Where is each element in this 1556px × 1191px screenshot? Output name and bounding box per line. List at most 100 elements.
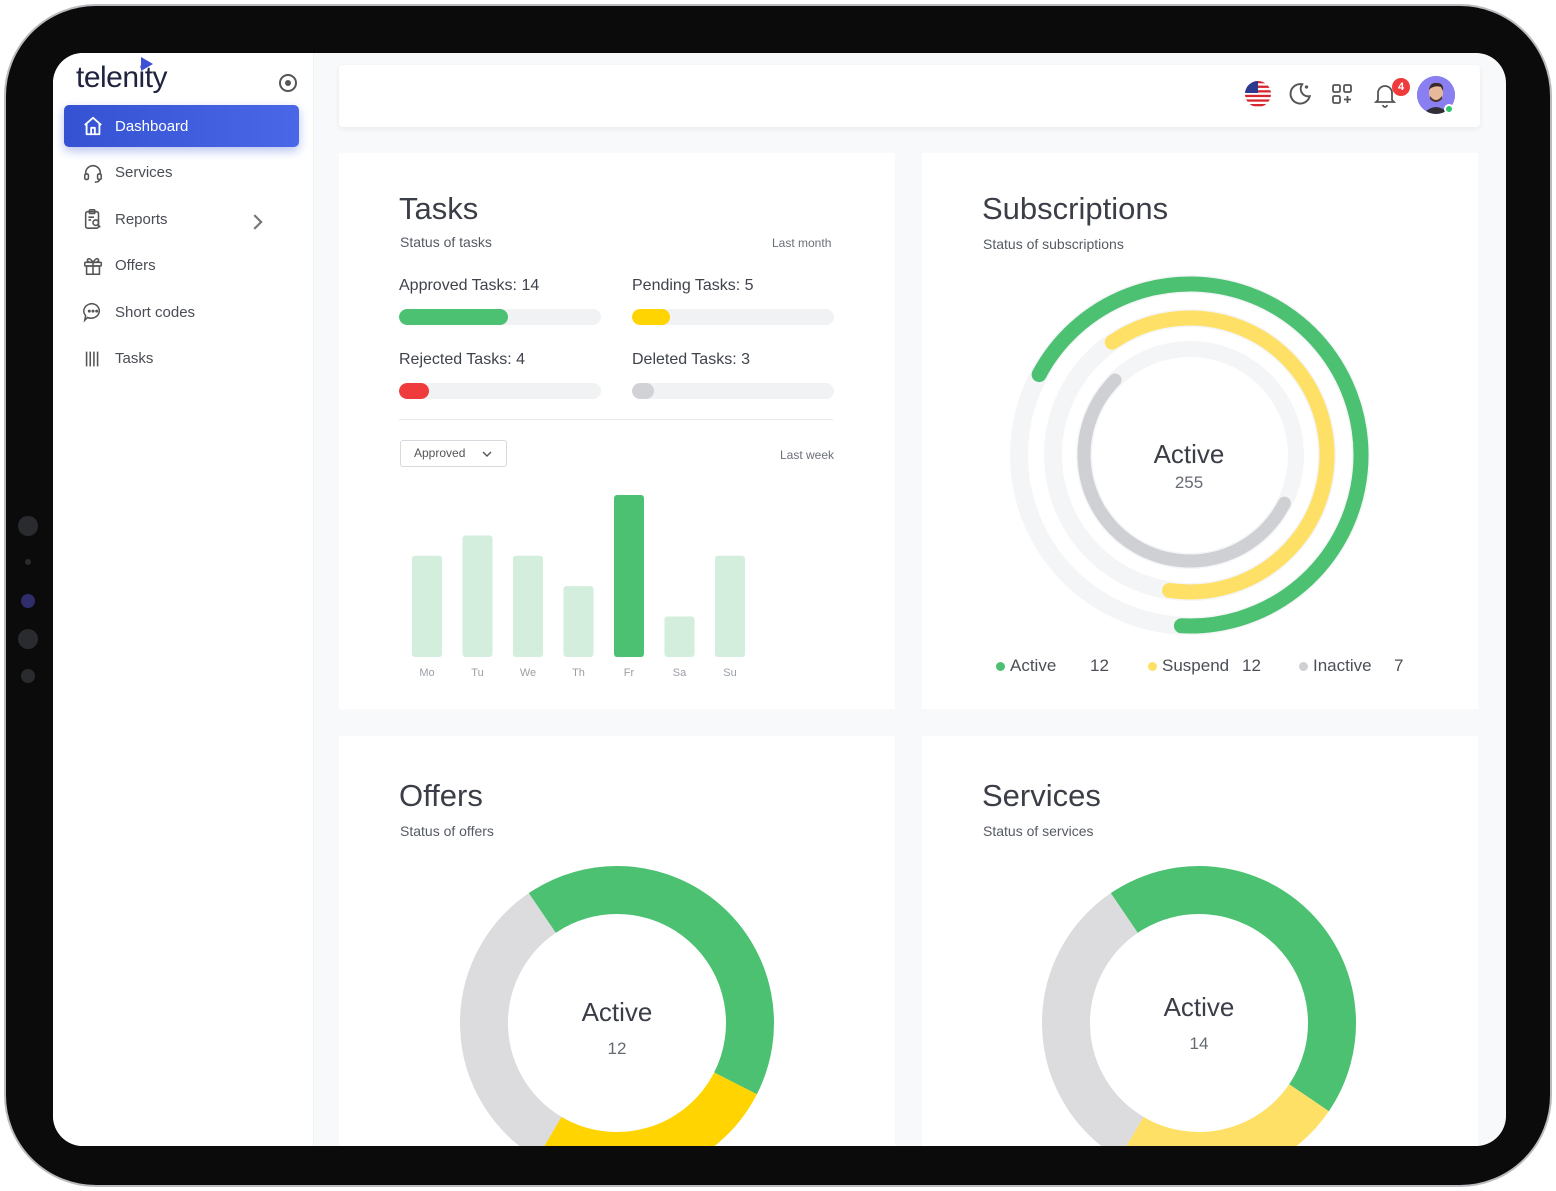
sidebar-item-label: Dashboard — [115, 117, 189, 135]
task-status-dropdown[interactable]: Approved — [400, 440, 507, 467]
sidebar-item-offers[interactable]: Offers — [64, 245, 299, 287]
rejected-tasks-bar — [399, 383, 601, 399]
sidebar-item-reports[interactable]: Reports — [64, 198, 299, 240]
sidebar-item-label: Offers — [115, 257, 156, 274]
ring-active[interactable] — [1031, 276, 1369, 634]
center-value: 255 — [1174, 473, 1204, 492]
chart-period-label: Last week — [780, 448, 835, 462]
services-card: Services Status of services Active 14 — [922, 736, 1478, 1146]
services-donut-chart — [1042, 866, 1356, 1146]
progress-fill — [632, 309, 671, 325]
ring-inactive[interactable] — [1077, 373, 1291, 568]
card-title: Subscriptions — [982, 191, 1169, 226]
deleted-tasks-label: Deleted Tasks: 3 — [632, 351, 750, 368]
bars-icon — [85, 351, 99, 366]
subscriptions-ring-chart — [1010, 275, 1370, 635]
tick-label: Tu — [471, 667, 483, 679]
gift-icon — [83, 257, 103, 275]
moon-icon[interactable] — [1287, 81, 1313, 107]
ring-suspend[interactable] — [1104, 310, 1335, 600]
sensor-dot — [25, 559, 31, 565]
card-subtitle: Status of offers — [400, 823, 494, 839]
tasks-card: Tasks Status of tasks Last month Approve… — [339, 153, 895, 709]
card-title: Tasks — [399, 191, 479, 226]
tick-label: Th — [572, 667, 585, 679]
us-flag-icon[interactable] — [1243, 79, 1273, 109]
donut-segment-2[interactable] — [460, 893, 563, 1146]
center-label: Active — [1163, 992, 1235, 1022]
tick-label: We — [520, 667, 536, 679]
center-value: 14 — [1189, 1034, 1209, 1053]
sidebar-item-label: Services — [115, 164, 173, 181]
deleted-tasks-bar — [632, 383, 834, 399]
sidebar-toggle-button[interactable] — [279, 74, 297, 92]
donut-segment-0[interactable] — [528, 866, 774, 1095]
bar-we[interactable] — [513, 555, 543, 657]
screen: telenity Dashboard Services Reports Offe… — [53, 53, 1506, 1146]
legend-dot — [996, 662, 1005, 672]
dropdown-value: Approved — [414, 446, 466, 460]
approved-tasks-label: Approved Tasks: 14 — [399, 277, 540, 294]
tick-label: Fr — [624, 667, 635, 679]
sidebar-item-services[interactable]: Services — [64, 152, 299, 194]
chevron-down-icon — [482, 451, 492, 457]
bar-sa[interactable] — [664, 616, 695, 658]
legend-item-inactive: Inactive — [1299, 656, 1372, 676]
chevron-right-icon — [253, 214, 263, 230]
donut-segment-1[interactable] — [544, 1071, 757, 1146]
card-title: Services — [982, 778, 1101, 813]
rejected-tasks-label: Rejected Tasks: 4 — [399, 351, 525, 368]
headset-icon — [83, 164, 103, 183]
donut-segment-2[interactable] — [1042, 893, 1145, 1146]
bar-tu[interactable] — [462, 535, 493, 658]
pending-tasks-bar — [632, 309, 834, 325]
center-label: Active — [1153, 439, 1225, 469]
period-label: Last month — [772, 236, 832, 250]
sidebar: telenity Dashboard Services Reports Offe… — [53, 53, 314, 1146]
sidebar-item-dashboard[interactable]: Dashboard — [64, 105, 299, 147]
camera-dot — [18, 516, 38, 536]
tick-label: Sa — [673, 667, 687, 679]
approved-tasks-bar — [399, 309, 601, 325]
bar-su[interactable] — [715, 555, 745, 657]
tick-label: Su — [723, 667, 736, 679]
notification-badge: 4 — [1392, 78, 1410, 96]
sidebar-item-label: Short codes — [115, 303, 196, 321]
legend-item-active: Active — [996, 656, 1056, 676]
brand-logo[interactable]: telenity — [76, 61, 168, 94]
camera-dot-2 — [18, 629, 38, 649]
bar-mo[interactable] — [412, 555, 442, 657]
sidebar-item-short-codes[interactable]: Short codes — [64, 291, 299, 333]
progress-fill — [399, 383, 430, 399]
legend-value: 12 — [1090, 656, 1109, 675]
lens-dot — [21, 594, 35, 608]
bar-fr[interactable] — [614, 495, 644, 657]
legend-dot — [1148, 662, 1157, 672]
legend-value: 12 — [1242, 656, 1261, 675]
divider — [399, 419, 833, 420]
offers-card: Offers Status of offers Active 12 — [339, 736, 895, 1146]
sidebar-item-label: Tasks — [115, 350, 154, 367]
progress-fill — [632, 383, 655, 399]
legend-value: 7 — [1394, 656, 1404, 675]
center-value: 12 — [607, 1039, 627, 1058]
logo-mark-icon — [141, 57, 153, 71]
offers-donut-chart — [460, 866, 774, 1146]
card-subtitle: Status of tasks — [400, 234, 492, 250]
weekly-tasks-bar-chart: Mo Tu We Th Fr Sa Su — [412, 495, 745, 679]
apps-grid-icon[interactable] — [1330, 82, 1354, 106]
center-label: Active — [581, 997, 653, 1027]
bar-th[interactable] — [563, 586, 594, 657]
legend-dot — [1299, 662, 1308, 672]
card-subtitle: Status of services — [983, 823, 1094, 839]
legend-item-suspend: Suspend — [1148, 656, 1229, 676]
home-icon — [84, 116, 102, 136]
donut-segment-1[interactable] — [1126, 1083, 1329, 1146]
legend-name: Suspend — [1162, 656, 1230, 675]
tick-label: Mo — [419, 667, 434, 679]
legend-name: Inactive — [1313, 656, 1372, 675]
legend-name: Active — [1010, 656, 1057, 675]
bell-icon[interactable] — [1373, 82, 1397, 108]
donut-segment-0[interactable] — [1110, 866, 1356, 1112]
sidebar-item-tasks[interactable]: Tasks — [64, 338, 299, 380]
